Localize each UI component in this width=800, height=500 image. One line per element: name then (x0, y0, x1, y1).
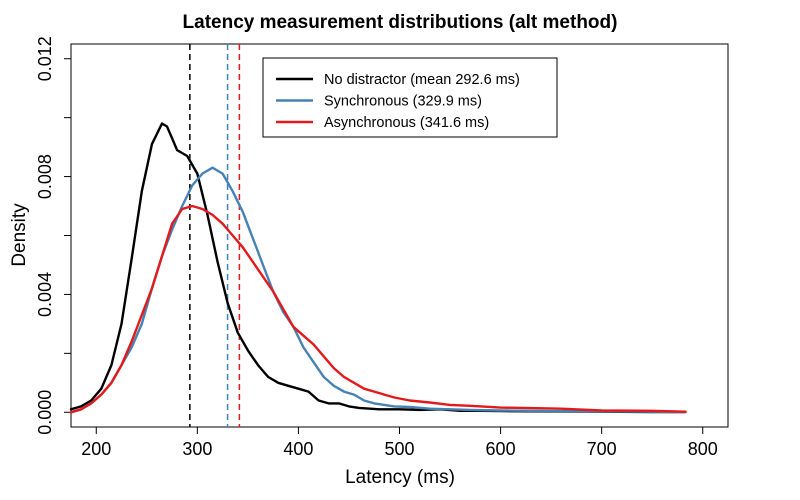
x-tick-label: 400 (283, 439, 313, 459)
x-tick-label: 800 (688, 439, 718, 459)
legend-label: Synchronous (329.9 ms) (324, 94, 482, 110)
chart-title: Latency measurement distributions (alt m… (183, 12, 618, 33)
series-line-synchronous-329-9-ms (69, 166, 687, 414)
y-tick-label: 0.000 (35, 390, 55, 435)
x-tick-label: 500 (384, 439, 414, 459)
mean-lines (189, 44, 241, 427)
y-tick-label: 0.008 (35, 154, 55, 199)
legend-box (262, 57, 558, 138)
y-tick-label: 0.012 (35, 36, 55, 81)
x-tick-label: 300 (182, 439, 212, 459)
axis-ticks: 200 300 400 500 600 700 800 0.000 0.004 0.008 0.01… (35, 36, 718, 459)
y-tick-label: 0.004 (35, 272, 55, 317)
density-curves (69, 122, 687, 414)
series-line-no-distractor-mean-292-6-ms (69, 122, 687, 414)
series-line-asynchronous-341-6-ms (69, 204, 687, 414)
x-axis-label: Latency (ms) (345, 467, 455, 488)
x-tick-label: 600 (486, 439, 516, 459)
legend-label: No distractor (mean 292.6 ms) (324, 72, 520, 88)
y-axis-label: Density (9, 203, 30, 267)
legend-label: Asynchronous (341.6 ms) (324, 115, 489, 131)
legend: No distractor (mean 292.6 ms) Synchronous… (262, 57, 558, 138)
x-tick-label: 200 (81, 439, 111, 459)
x-tick-label: 700 (587, 439, 617, 459)
